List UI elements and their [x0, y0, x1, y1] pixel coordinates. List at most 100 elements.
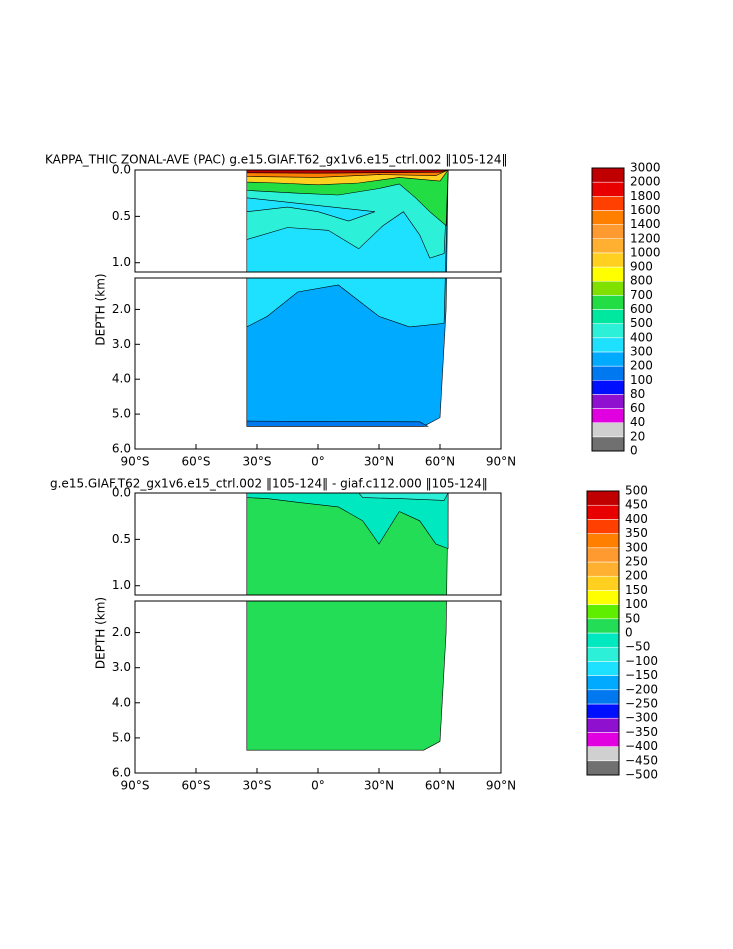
colorbar-label: −50 [625, 640, 650, 654]
colorbar-box [586, 618, 620, 634]
colorbar-box [586, 746, 620, 762]
contour-region [246, 420, 429, 427]
colorbar-label: 2000 [630, 175, 661, 189]
y-tick-label: 0.0 [112, 163, 131, 177]
panel-frame [134, 492, 502, 596]
x-tick-label: 90°S [121, 455, 150, 469]
colorbar-box [586, 590, 620, 605]
chart-title: KAPPA_THIC ZONAL-AVE (PAC) g.e15.GIAF.T6… [45, 153, 507, 167]
x-tick-label: 90°N [486, 779, 516, 793]
colorbar-label: 0 [625, 626, 633, 640]
colorbar-box [586, 519, 620, 534]
colorbar-label: 300 [625, 540, 648, 554]
colorbar-label: 500 [630, 316, 653, 330]
colorbar-label: 250 [625, 555, 648, 569]
y-axis-label: DEPTH (km) [94, 597, 108, 669]
y-tick-label: 6.0 [112, 442, 131, 456]
colorbar-box [586, 632, 620, 648]
contour-region [246, 197, 375, 222]
colorbar-box [586, 490, 620, 506]
colorbar-label: 1200 [630, 231, 661, 245]
contour-region [358, 493, 449, 501]
colorbar-label: 200 [625, 569, 648, 583]
colorbar-box [586, 675, 620, 691]
colorbar-label: −400 [625, 739, 658, 753]
contour-region [246, 493, 449, 751]
colorbar-box [586, 604, 620, 620]
colorbar-box [591, 295, 625, 310]
colorbar-label: 400 [625, 512, 648, 526]
colorbar-frame [591, 167, 625, 452]
colorbar-box [586, 732, 620, 747]
colorbar-box [591, 224, 625, 240]
colorbar-box [586, 575, 620, 591]
colorbar-box [586, 533, 620, 549]
colorbar-label: −350 [625, 725, 658, 739]
colorbar-label: 1400 [630, 217, 661, 231]
contour-region [246, 170, 449, 174]
x-tick-label: 60°S [182, 779, 211, 793]
colorbar-box [591, 365, 625, 381]
y-tick-label: 4.0 [112, 695, 131, 709]
y-tick-label: 4.0 [112, 372, 131, 386]
x-tick-label: 30°N [364, 779, 394, 793]
y-tick-label: 0.5 [112, 532, 131, 546]
colorbar-box [591, 394, 625, 409]
colorbar-box [586, 504, 620, 520]
colorbar-label: 80 [630, 387, 645, 401]
colorbar-box [591, 196, 625, 211]
x-tick-label: 60°S [182, 455, 211, 469]
panel-frame [134, 169, 502, 273]
y-tick-label: 0.0 [112, 486, 131, 500]
y-tick-label: 5.0 [112, 730, 131, 744]
colorbar-box [591, 167, 625, 183]
field [246, 493, 449, 751]
contour-region [246, 493, 449, 550]
y-tick-label: 6.0 [112, 766, 131, 780]
colorbar-box [591, 408, 625, 423]
colorbar-label: −200 [625, 682, 658, 696]
colorbar-box [591, 252, 625, 268]
colorbar-box [591, 436, 625, 452]
colorbar-label: −100 [625, 654, 658, 668]
colorbar-label: 0 [630, 444, 638, 458]
colorbar-box [591, 422, 625, 438]
colorbar-label: 20 [630, 429, 645, 443]
colorbar-label: 1800 [630, 189, 661, 203]
colorbar-box [591, 238, 625, 254]
colorbar-box [591, 210, 625, 225]
colorbar-box [591, 380, 625, 395]
colorbar-label: −450 [625, 753, 658, 767]
chart: KAPPA_THIC ZONAL-AVE (PAC) g.e15.GIAF.T6… [45, 153, 661, 469]
colorbar-box [591, 309, 625, 324]
colorbar-box [591, 181, 625, 197]
y-tick-label: 1.0 [112, 255, 131, 269]
colorbar-label: 100 [625, 597, 648, 611]
colorbar-label: 1000 [630, 245, 661, 259]
colorbar-label: 450 [625, 498, 648, 512]
colorbar-label: −300 [625, 711, 658, 725]
x-tick-label: 30°S [243, 455, 272, 469]
colorbar-label: 1600 [630, 203, 661, 217]
colorbar-box [591, 323, 625, 339]
colorbar-box [586, 689, 620, 705]
colorbar-label: 100 [630, 373, 653, 387]
colorbar-label: 500 [625, 484, 648, 498]
colorbar-label: 50 [625, 611, 640, 625]
colorbar-label: −150 [625, 668, 658, 682]
colorbar-label: 200 [630, 359, 653, 373]
colorbar-label: 3000 [630, 161, 661, 175]
x-tick-label: 60°N [425, 455, 455, 469]
colorbar-box [586, 703, 620, 719]
colorbar-box [586, 561, 620, 577]
colorbar-box [586, 646, 620, 662]
colorbar-box [591, 266, 625, 282]
colorbar-label: 300 [630, 344, 653, 358]
colorbar-label: 150 [625, 583, 648, 597]
colorbar-label: 900 [630, 260, 653, 274]
colorbar-box [586, 760, 620, 776]
colorbar-label: −250 [625, 697, 658, 711]
y-axis-label: DEPTH (km) [94, 273, 108, 345]
colorbar-frame [586, 490, 620, 776]
